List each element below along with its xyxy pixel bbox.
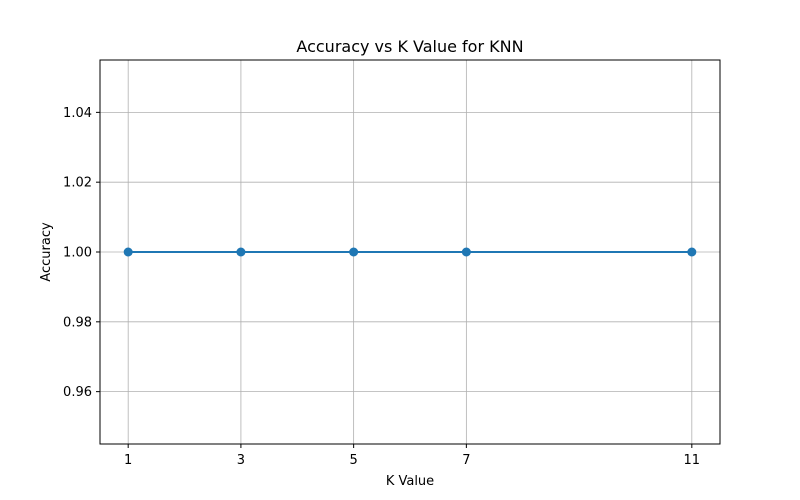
- y-tick-label: 1.02: [63, 176, 92, 191]
- x-tick-label: 7: [462, 453, 470, 468]
- x-axis-label: K Value: [386, 474, 434, 489]
- y-tick-label: 1.04: [63, 106, 92, 121]
- data-point: [687, 247, 697, 257]
- chart-title: Accuracy vs K Value for KNN: [296, 37, 523, 56]
- y-axis-label: Accuracy: [39, 222, 54, 282]
- x-tick-label: 1: [124, 453, 132, 468]
- data-point: [461, 247, 471, 257]
- y-tick-label: 0.98: [63, 315, 92, 330]
- y-tick-label: 1.00: [63, 246, 92, 261]
- y-axis-ticks: 0.96 0.98 1.00 1.02 1.04: [63, 106, 100, 400]
- data-point: [123, 247, 133, 257]
- y-tick-label: 0.96: [63, 385, 92, 400]
- x-axis-ticks: 1 3 5 7 11: [124, 444, 700, 468]
- data-point: [236, 247, 246, 257]
- x-tick-label: 11: [684, 453, 701, 468]
- data-point: [349, 247, 359, 257]
- x-tick-label: 3: [237, 453, 245, 468]
- series-layer: [123, 247, 697, 257]
- x-tick-label: 5: [349, 453, 357, 468]
